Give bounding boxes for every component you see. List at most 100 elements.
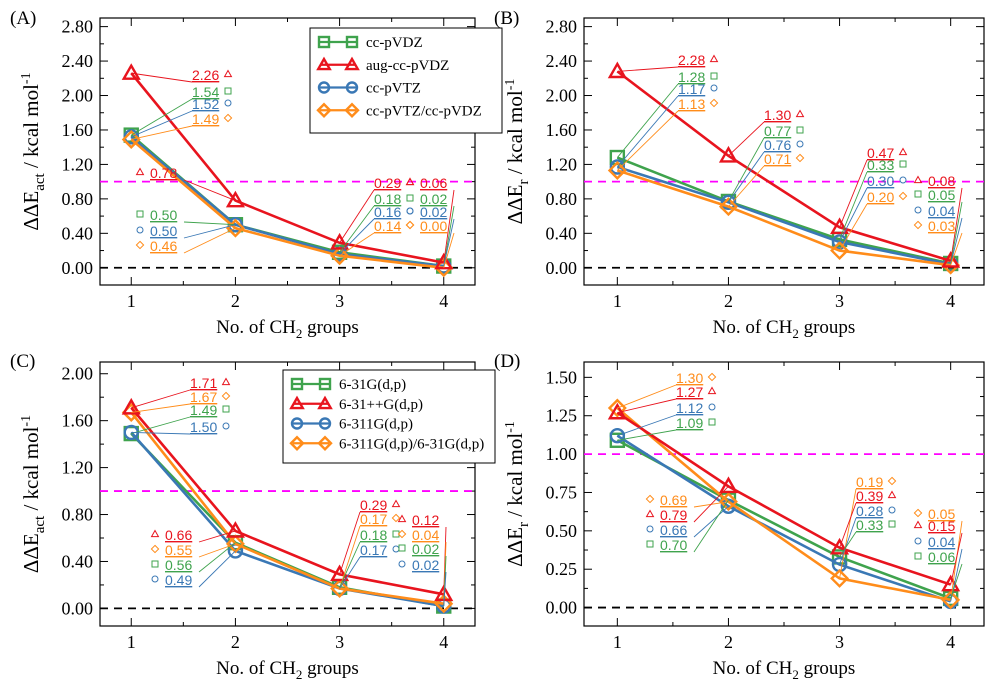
legend-mini-triangle-icon xyxy=(913,175,923,184)
x-tick-label: 4 xyxy=(946,632,955,652)
leader-line xyxy=(728,165,765,207)
data-label-orange: 0.00 xyxy=(420,218,447,234)
data-point-red xyxy=(718,476,738,494)
data-point-blue xyxy=(609,427,626,444)
data-label-blue: 1.17 xyxy=(678,81,705,97)
leader-line xyxy=(693,499,729,553)
legend-mini-circle-icon xyxy=(224,99,232,107)
legend-mini-square-icon xyxy=(406,194,414,202)
legend-mini-square-icon xyxy=(796,126,804,134)
legend-mini-square-icon xyxy=(151,560,159,568)
y-tick-label: 2.40 xyxy=(546,51,578,71)
legend-entry: cc-pVTZ xyxy=(366,81,421,97)
legend-mini-square-icon xyxy=(888,520,896,528)
y-tick-label: 1.00 xyxy=(546,444,578,464)
data-label-red: 1.30 xyxy=(764,107,791,123)
data-label-green: 0.70 xyxy=(660,537,687,553)
data-point-red xyxy=(330,232,350,250)
legend-mini-square-icon xyxy=(710,72,718,80)
legend-entry: 6-31++G(d,p) xyxy=(339,397,423,413)
data-label-blue: 1.12 xyxy=(676,400,703,416)
data-label-green: 0.50 xyxy=(150,207,177,223)
x-axis-label: No. of CH2 groups xyxy=(713,658,856,679)
legend-mini-triangle-icon xyxy=(391,499,401,508)
data-label-green: 1.49 xyxy=(190,402,217,418)
data-point-red xyxy=(830,537,850,555)
legend-entry: aug-cc-pVDZ xyxy=(366,58,449,74)
legend-mini-circle-icon xyxy=(914,206,922,214)
y-axis-label: ΔΔEr / kcal mol-1 xyxy=(503,421,532,567)
data-label-blue: 0.30 xyxy=(867,173,894,189)
data-label-orange: 1.67 xyxy=(190,389,217,405)
data-label-orange: 0.14 xyxy=(374,218,401,234)
series-line-orange xyxy=(616,407,951,602)
leader-line xyxy=(183,224,236,239)
data-label-orange: 1.30 xyxy=(676,370,703,386)
chart-panel-b: (B) 0.00 0.40 0.80 1.20 1.60 2.00 2.40 2.80 1 2 3 4 N… xyxy=(494,8,985,341)
data-label-orange: 1.49 xyxy=(192,111,219,127)
data-label-green: 0.05 xyxy=(928,187,955,203)
data-point-orange xyxy=(330,246,350,266)
leader-line xyxy=(131,403,191,413)
data-label-orange: 0.20 xyxy=(867,189,894,205)
data-point-orange xyxy=(830,568,850,588)
legend-mini-triangle-icon xyxy=(709,54,719,63)
data-point-red xyxy=(434,252,454,270)
data-label-orange: 0.19 xyxy=(856,474,883,490)
legend-mini-diamond-icon xyxy=(898,191,908,201)
data-label-red: 0.12 xyxy=(412,512,439,528)
legend-mini-triangle-icon xyxy=(795,109,805,118)
data-label-blue: 0.16 xyxy=(374,204,401,220)
y-tick-label: 0.80 xyxy=(546,189,578,209)
legend-marker-circle-icon xyxy=(290,417,304,430)
legend-entry: 6-311G(d,p)/6-31G(d,p) xyxy=(339,436,484,452)
series-line-orange xyxy=(130,411,444,605)
legend-mini-diamond-icon xyxy=(709,98,719,108)
leader-line xyxy=(617,398,677,414)
x-tick-label: 4 xyxy=(439,291,448,311)
data-label-red: 0.79 xyxy=(660,507,687,523)
legend-mini-triangle-icon xyxy=(223,69,233,78)
data-label-red: 0.66 xyxy=(165,527,192,543)
y-tick-label: 1.25 xyxy=(546,406,578,426)
leader-line xyxy=(443,571,447,607)
data-label-red: 1.71 xyxy=(190,375,217,391)
leader-line xyxy=(339,232,375,257)
legend-mini-diamond-icon xyxy=(405,220,415,230)
leader-line xyxy=(131,72,193,83)
legend-mini-circle-icon xyxy=(136,226,144,234)
data-label-green: 0.06 xyxy=(928,549,955,565)
series-line-blue xyxy=(616,434,952,603)
leader-line xyxy=(443,218,455,267)
legend-mini-triangle-icon xyxy=(405,177,415,186)
x-tick-label: 3 xyxy=(835,632,844,652)
data-label-blue: 0.17 xyxy=(360,542,387,558)
legend-marker-triangle-icon xyxy=(317,395,333,410)
legend-mini-square-icon xyxy=(708,418,716,426)
data-label-orange: 0.17 xyxy=(360,511,387,527)
legend-mini-diamond-icon xyxy=(795,153,805,163)
y-tick-label: 2.00 xyxy=(62,364,94,384)
data-point-red xyxy=(941,250,961,268)
y-tick-label: 1.60 xyxy=(546,120,578,140)
leader-line xyxy=(839,488,857,579)
legend-mini-triangle-icon xyxy=(135,167,145,176)
y-tick-label: 0.80 xyxy=(62,505,94,525)
legend-mini-diamond-icon xyxy=(221,391,231,401)
x-tick-label: 4 xyxy=(946,291,955,311)
data-point-orange xyxy=(607,160,627,180)
data-point-orange xyxy=(121,129,141,149)
x-tick-label: 4 xyxy=(439,632,448,652)
legend-mini-diamond-icon xyxy=(645,494,655,504)
data-point-red xyxy=(225,190,245,208)
data-label-green: 1.54 xyxy=(192,84,219,100)
legend-mini-diamond-icon xyxy=(397,529,407,539)
leader-line xyxy=(131,389,191,409)
data-label-blue: 0.02 xyxy=(412,557,439,573)
y-tick-label: 0.25 xyxy=(546,559,578,579)
data-label-green: 0.02 xyxy=(412,541,439,557)
legend-mini-square-icon xyxy=(136,210,144,218)
series-line-blue xyxy=(616,165,951,266)
legend-mini-circle-icon xyxy=(888,506,896,514)
